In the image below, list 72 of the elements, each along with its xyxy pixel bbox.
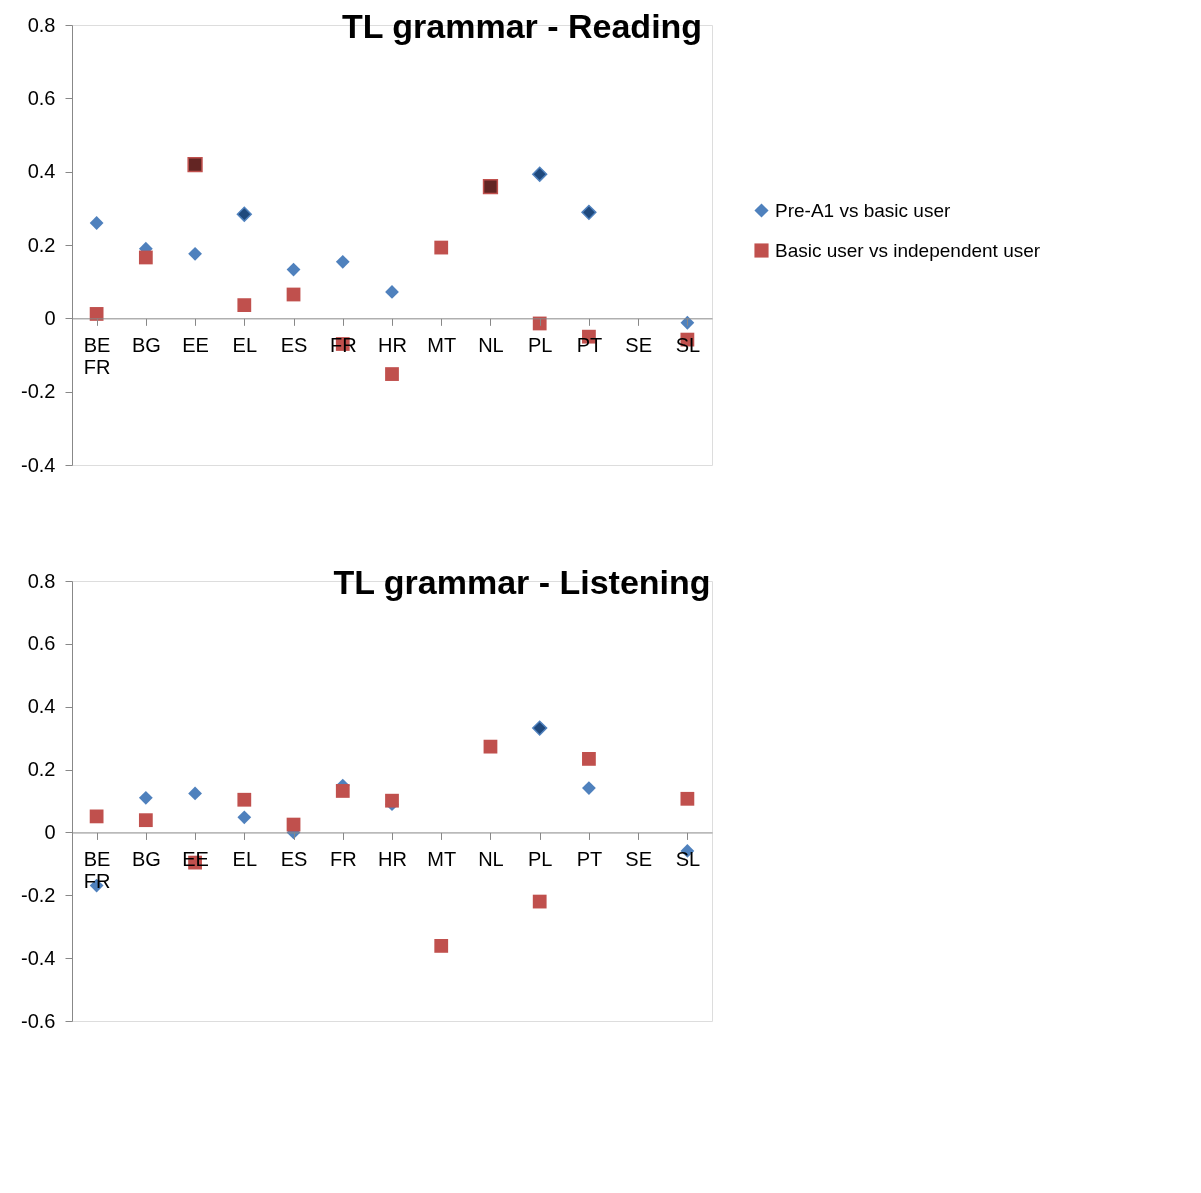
y-tick-label: 0.2 xyxy=(27,758,56,781)
y-tick-label: 0.4 xyxy=(27,695,56,718)
x-tick-label: PL xyxy=(527,333,553,356)
x-tick-label: HR xyxy=(378,847,407,870)
y-tick-label: 0.8 xyxy=(27,13,56,36)
x-tick-label: EL xyxy=(232,847,258,870)
y-tick-label: -0.4 xyxy=(21,453,56,476)
point xyxy=(335,784,350,798)
point xyxy=(581,204,597,221)
point xyxy=(335,254,350,269)
chart-title: TL grammar - Listening xyxy=(333,563,711,601)
x-tick-label: PT xyxy=(576,333,603,356)
y-tick-label: 0.4 xyxy=(27,160,56,183)
x-tick-label: SL xyxy=(675,847,701,870)
point xyxy=(582,781,596,796)
x-tick-label: HR xyxy=(378,333,407,356)
x-tick-label: PL xyxy=(527,847,553,870)
point xyxy=(89,809,104,824)
point xyxy=(187,157,203,173)
y-tick-label: -0.2 xyxy=(21,380,56,403)
x-tick-label: ES xyxy=(280,847,308,870)
x-tick-label: SL xyxy=(675,333,701,356)
point xyxy=(385,793,399,808)
point xyxy=(138,790,153,805)
x-tick-label: BG xyxy=(131,333,161,356)
x-tick-label: MT xyxy=(427,333,457,356)
point xyxy=(532,720,548,736)
point xyxy=(680,791,695,806)
y-tick-label: 0.2 xyxy=(27,233,56,256)
y-tick-label: -0.6 xyxy=(21,1009,56,1032)
point xyxy=(236,206,252,222)
point xyxy=(434,938,449,953)
x-tick-label: BG xyxy=(131,847,161,870)
x-tick-label: EE xyxy=(182,847,209,870)
y-tick-label: 0.8 xyxy=(27,569,56,592)
point xyxy=(385,367,399,381)
point xyxy=(237,792,252,807)
point xyxy=(138,250,153,265)
point xyxy=(188,786,202,801)
point xyxy=(434,240,449,255)
legend-label: Pre-A1 vs basic user xyxy=(775,199,951,221)
x-tick-label: EL xyxy=(232,333,258,356)
point xyxy=(237,298,252,313)
x-tick-label: EE xyxy=(182,333,209,356)
point xyxy=(483,739,498,754)
point xyxy=(89,307,104,321)
point xyxy=(188,246,202,261)
x-tick-label: MT xyxy=(427,847,457,870)
x-tick-label: NL xyxy=(478,847,504,870)
point xyxy=(237,810,252,825)
y-tick-label: -0.4 xyxy=(21,946,56,969)
x-tick-label: SE xyxy=(625,333,652,356)
point xyxy=(138,813,153,828)
point xyxy=(532,166,548,182)
x-tick-label: BE FR xyxy=(83,847,111,892)
chart-title: TL grammar - Reading xyxy=(341,7,703,45)
point xyxy=(532,894,547,909)
legend-label: Basic user vs independent user xyxy=(775,239,1041,261)
y-tick-label: 0.6 xyxy=(27,86,56,109)
x-tick-label: PT xyxy=(576,847,603,870)
y-tick-label: -0.2 xyxy=(21,883,56,906)
x-tick-label: FR xyxy=(329,847,357,870)
point xyxy=(89,216,104,230)
y-tick-label: 0 xyxy=(44,820,56,843)
y-tick-label: 0 xyxy=(44,306,56,329)
point xyxy=(482,179,499,195)
y-tick-label: 0.6 xyxy=(27,632,56,655)
x-tick-label: ES xyxy=(280,333,308,356)
x-tick-label: SE xyxy=(625,847,652,870)
point xyxy=(582,751,596,766)
x-tick-label: BE FR xyxy=(83,333,111,378)
x-tick-label: NL xyxy=(478,333,504,356)
